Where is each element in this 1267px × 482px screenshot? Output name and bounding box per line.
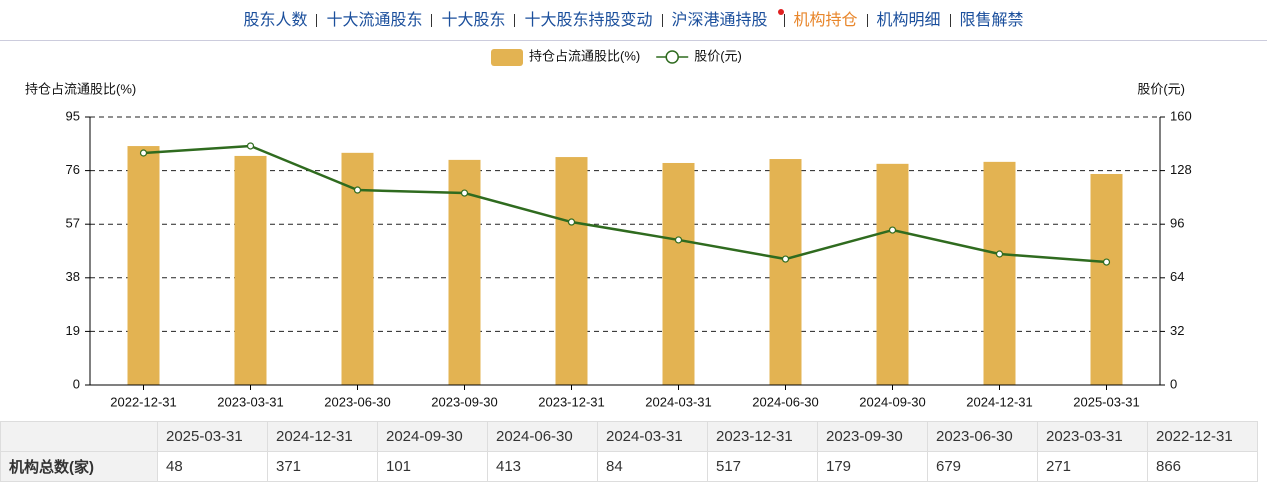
y2-tick-label: 160: [1170, 108, 1192, 123]
bar: [448, 159, 481, 385]
header-cell: [0, 421, 158, 452]
bar: [1090, 173, 1123, 385]
table-header-row: 2025-03-31 2024-12-31 2024-09-30 2024-06-30…: [0, 421, 1258, 452]
table-cell: 866: [1147, 451, 1258, 482]
legend-label[interactable]: 持仓占流通股比(%): [529, 48, 640, 63]
header-cell: 2022-12-31: [1147, 421, 1258, 452]
line-point: [995, 250, 1004, 258]
table-cell: 84: [597, 451, 708, 482]
table-cell: 271: [1037, 451, 1148, 482]
y2-tick-label: 96: [1170, 216, 1184, 231]
legend-swatch: [491, 49, 523, 66]
header-cell: 2025-03-31: [157, 421, 268, 452]
header-cell: 2024-12-31: [267, 421, 378, 452]
nav-tab[interactable]: 十大股东: [431, 12, 514, 28]
bar: [769, 159, 802, 385]
table-cell: 179: [817, 451, 928, 482]
header-cell: 2024-09-30: [377, 421, 488, 452]
table-cell: 371: [267, 451, 378, 482]
price-line: [143, 144, 1107, 264]
table-cell: 48: [157, 451, 268, 482]
header-cell: 2023-09-30: [817, 421, 928, 452]
y-tick-label: 57: [66, 216, 80, 231]
header-cell: 2023-03-31: [1037, 421, 1148, 452]
x-tick-label: 2024-12-31: [966, 394, 1033, 409]
notification-dot: [777, 8, 784, 15]
data-table: 2025-03-31 2024-12-31 2024-09-30 2024-06-30…: [0, 421, 1258, 482]
x-tick-label: 2023-06-30: [324, 394, 391, 409]
line-point: [888, 226, 897, 234]
y-axis-title: 持仓占流通股比(%): [25, 81, 136, 96]
x-tick-label: 2023-03-31: [217, 394, 284, 409]
header-cell: 2023-12-31: [707, 421, 818, 452]
nav-tab[interactable]: 十大股东持股变动: [514, 12, 661, 28]
legend-marker: [665, 50, 679, 64]
y2-tick-label: 0: [1170, 376, 1177, 391]
nav-tab[interactable]: 股东人数: [243, 11, 308, 29]
header-cell: 2023-06-30: [927, 421, 1038, 452]
bar: [555, 157, 588, 385]
x-tick-label: 2024-06-30: [752, 394, 819, 409]
line-point: [460, 189, 469, 197]
table-cell: 517: [707, 451, 818, 482]
table-cell: 101: [377, 451, 488, 482]
table-cell: 413: [487, 451, 598, 482]
x-tick-label: 2024-03-31: [645, 394, 712, 409]
bar: [662, 162, 695, 385]
line-point: [353, 186, 362, 194]
y-tick-label: 95: [66, 108, 80, 123]
x-tick-label: 2023-12-31: [538, 394, 605, 409]
row-label: 机构总数(家): [0, 451, 158, 482]
line-point: [567, 218, 576, 226]
nav-tab[interactable]: 沪深港通持股: [661, 8, 784, 28]
bar: [127, 146, 160, 385]
x-tick-label: 2025-03-31: [1073, 394, 1140, 409]
y2-axis-title: 股价(元): [1137, 81, 1185, 96]
y2-tick-label: 128: [1170, 162, 1192, 177]
y2-tick-label: 64: [1170, 269, 1184, 284]
y-tick-label: 76: [66, 162, 80, 177]
legend-label[interactable]: 股价(元): [694, 48, 742, 63]
header-cell: 2024-03-31: [597, 421, 708, 452]
nav-tab[interactable]: 机构持仓: [783, 12, 867, 28]
y2-tick-label: 32: [1170, 323, 1184, 338]
nav-tab[interactable]: 机构明细: [866, 12, 950, 28]
table-cell: 679: [927, 451, 1038, 482]
line-point: [139, 149, 148, 157]
nav-tab[interactable]: 十大流通股东: [316, 12, 431, 28]
line-point: [781, 255, 790, 263]
line-point: [246, 142, 255, 150]
x-tick-label: 2023-09-30: [431, 394, 498, 409]
nav-bar: 股东人数 十大流通股东 十大股东 十大股东持股变动 沪深港通持股 机构持仓 机构明细 限售解禁: [0, 0, 1267, 41]
line-point: [1102, 258, 1111, 266]
header-cell: 2024-06-30: [487, 421, 598, 452]
chart: 0 19 38 57 76 95 0 32 64 96 128 160 持仓占流通股比(%) 股价(元) 2…: [25, 48, 1192, 409]
x-tick-label: 2024-09-30: [859, 394, 926, 409]
x-tick-label: 2022-12-31: [110, 394, 177, 409]
y-tick-label: 19: [66, 323, 80, 338]
bar: [234, 155, 267, 385]
table-row: 机构总数(家) 48 371 101 413 84 517 179 679 271 866: [0, 451, 1258, 482]
line-point: [674, 236, 683, 244]
bar: [983, 161, 1016, 385]
y-tick-label: 38: [66, 269, 80, 284]
nav-tab[interactable]: 限售解禁: [949, 12, 1033, 28]
y-tick-label: 0: [73, 376, 80, 391]
bar: [876, 163, 909, 385]
